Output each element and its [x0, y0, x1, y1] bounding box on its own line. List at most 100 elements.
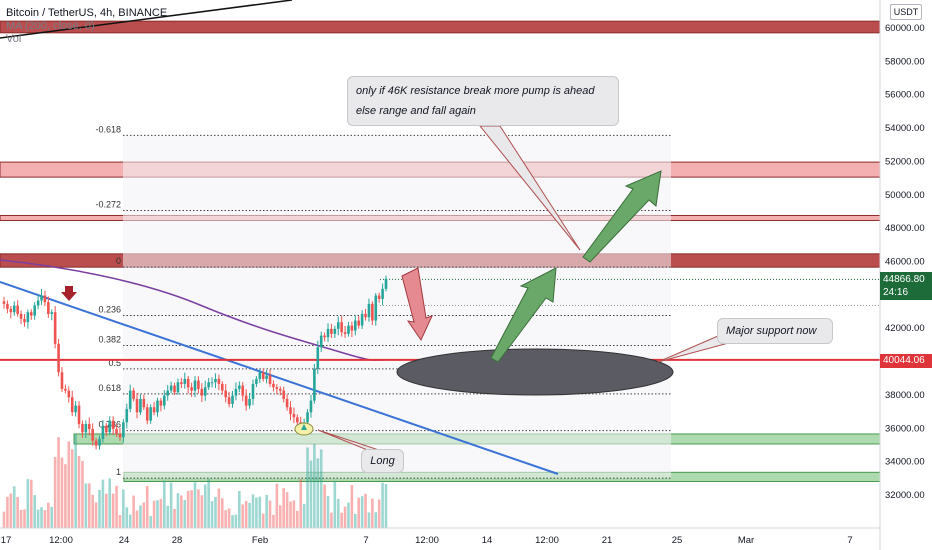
candle-body — [91, 428, 94, 441]
candle-body — [238, 385, 241, 389]
support-price-tag: 40044.06 — [880, 354, 932, 368]
currency-button[interactable]: USDT — [890, 4, 922, 20]
volume-bar — [343, 506, 347, 528]
ma-legend: MA (200, close, 0) — [6, 20, 95, 32]
candle-body — [340, 322, 343, 333]
volume-bar — [81, 460, 84, 528]
volume-bar — [306, 447, 309, 528]
candle-body — [255, 378, 258, 384]
x-tick-label: 28 — [172, 535, 183, 546]
candle-body — [87, 423, 91, 429]
volume-bar — [50, 506, 54, 528]
candle-body — [323, 335, 326, 338]
volume-bar — [57, 437, 60, 528]
candle-body — [98, 438, 101, 446]
candle-body — [296, 417, 299, 423]
y-tick-label: 46000.00 — [885, 257, 925, 268]
volume-bar — [350, 485, 354, 528]
y-tick-label: 48000.00 — [885, 223, 925, 234]
candle-body — [70, 397, 74, 413]
x-tick-label: 12:00 — [535, 535, 559, 546]
candle-body — [108, 420, 112, 433]
candle-body — [60, 372, 64, 389]
volume-bar — [125, 507, 129, 528]
volume-bar — [77, 455, 81, 528]
volume-bar — [84, 483, 88, 528]
volume-bar — [340, 512, 343, 528]
candle-body — [23, 318, 26, 323]
volume-bar — [53, 457, 57, 528]
candle-body — [224, 390, 227, 398]
candle-body — [377, 295, 381, 299]
candle-body — [258, 372, 262, 379]
x-tick-label: 12:00 — [415, 535, 439, 546]
candle-body — [145, 407, 149, 421]
y-tick-label: 36000.00 — [885, 423, 925, 434]
volume-bar — [149, 515, 152, 528]
candle-body — [40, 295, 43, 301]
candle-body — [149, 407, 152, 421]
candle-body — [292, 413, 296, 418]
candle-body — [319, 335, 323, 348]
candle-body — [12, 305, 16, 313]
volume-bar — [183, 499, 187, 528]
candle-body — [343, 332, 347, 334]
candle-body — [128, 390, 132, 409]
candle-body — [306, 412, 309, 423]
volume-bar — [91, 494, 94, 528]
candle-body — [285, 398, 289, 408]
volume-bar — [128, 514, 132, 528]
candle-body — [272, 383, 275, 388]
volume-bar — [296, 510, 299, 528]
candle-body — [16, 305, 19, 314]
volume-bar — [29, 479, 33, 528]
candle-body — [43, 295, 47, 303]
candle-body — [186, 378, 190, 388]
candle-body — [64, 388, 67, 391]
fib-label: 0.618 — [98, 383, 121, 393]
candle-body — [139, 398, 142, 413]
volume-bar — [139, 505, 142, 528]
y-tick-label: 54000.00 — [885, 123, 925, 134]
y-tick-label: 52000.00 — [885, 156, 925, 167]
candle-body — [77, 405, 81, 424]
volume-bar — [289, 501, 292, 528]
volume-bar — [381, 482, 384, 528]
volume-bar — [122, 489, 125, 528]
volume-bar — [60, 457, 64, 528]
volume-bar — [302, 503, 306, 528]
y-tick-label: 38000.00 — [885, 390, 925, 401]
candle-body — [350, 325, 354, 331]
volume-bar — [159, 498, 163, 528]
current-price-tag: 44866.80 24:16 — [880, 272, 932, 300]
volume-bar — [87, 483, 91, 528]
volume-bar — [9, 493, 13, 528]
candle-body — [94, 440, 98, 446]
volume-bar — [227, 508, 231, 528]
volume-bar — [292, 500, 296, 528]
fib-label: -0.272 — [95, 199, 121, 209]
volume-bar — [330, 512, 333, 528]
candle-body — [275, 387, 279, 389]
volume-bar — [26, 479, 30, 528]
volume-bar — [323, 484, 326, 528]
volume-bar — [23, 509, 26, 528]
volume-bar — [367, 512, 371, 528]
volume-bar — [70, 449, 74, 528]
candle-body — [193, 380, 197, 391]
volume-bar — [94, 502, 98, 528]
volume-bar — [40, 507, 43, 528]
candle-body — [384, 278, 388, 289]
volume-bar — [118, 515, 122, 528]
y-tick-label: 58000.00 — [885, 56, 925, 67]
candle-body — [371, 303, 374, 321]
x-tick-label: Feb — [252, 535, 268, 546]
volume-bar — [371, 498, 374, 528]
y-tick-label: 42000.00 — [885, 323, 925, 334]
candle-body — [241, 385, 245, 396]
candle-body — [234, 388, 238, 396]
volume-bar — [145, 485, 149, 528]
volume-bar — [364, 493, 367, 528]
fib-label: 0.382 — [98, 335, 121, 345]
